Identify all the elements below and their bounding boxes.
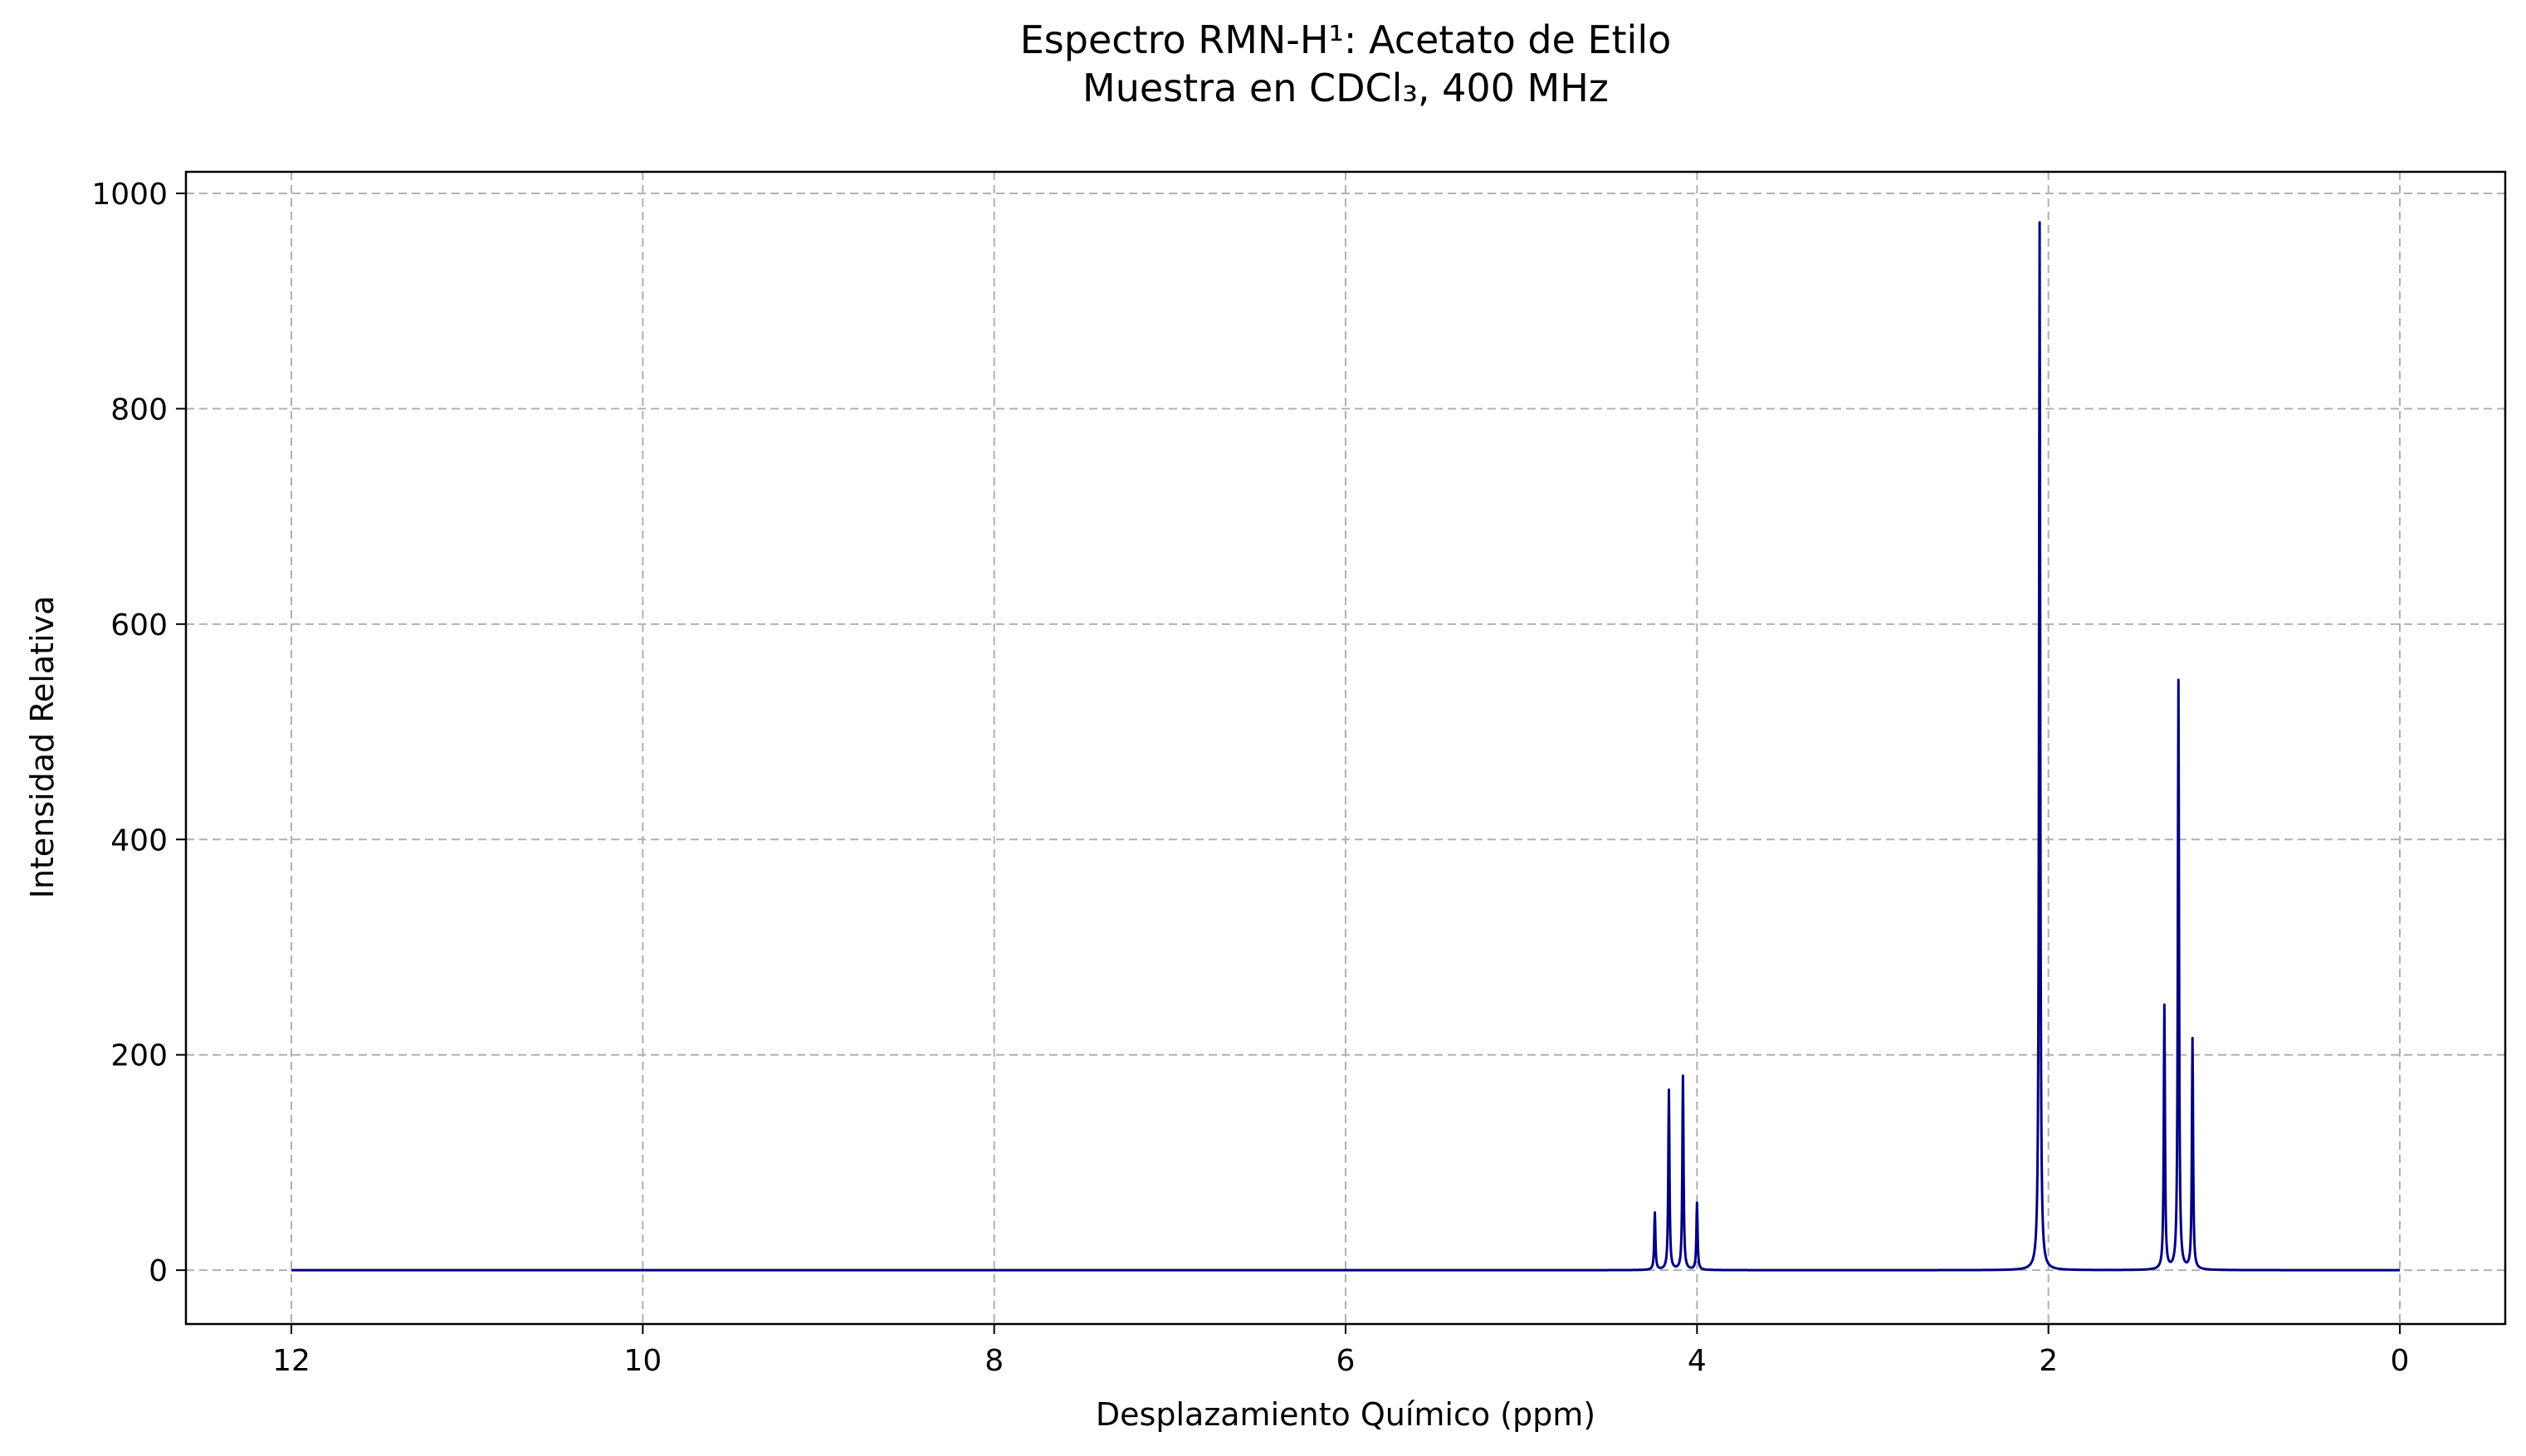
y-tick-label: 400	[110, 823, 168, 857]
x-tick-label: 10	[623, 1344, 662, 1378]
plot-frame	[184, 170, 2507, 1326]
y-tick-label: 0	[149, 1254, 168, 1288]
x-axis-label: Desplazamiento Químico (ppm)	[1096, 1396, 1595, 1433]
spectrum-line	[290, 221, 2401, 1272]
x-tick-label: 4	[1688, 1344, 1707, 1378]
y-axis-label: Intensidad Relativa	[24, 596, 61, 899]
y-tick-label: 1000	[91, 178, 168, 212]
x-tick-label: 12	[272, 1344, 310, 1378]
chart-title-line-2: Muestra en CDCl₃, 400 MHz	[1082, 66, 1609, 110]
y-tick-label: 800	[110, 393, 168, 427]
x-tick-label: 8	[985, 1344, 1004, 1378]
y-tick-label: 600	[110, 608, 168, 642]
y-tick-label: 200	[110, 1039, 168, 1073]
grid-lines	[186, 172, 2505, 1324]
x-tick-label: 0	[2391, 1344, 2410, 1378]
chart-title-line-1: Espectro RMN-H¹: Acetato de Etilo	[1020, 17, 1672, 62]
x-tick-label: 2	[2039, 1344, 2058, 1378]
x-tick-label: 6	[1336, 1344, 1356, 1378]
